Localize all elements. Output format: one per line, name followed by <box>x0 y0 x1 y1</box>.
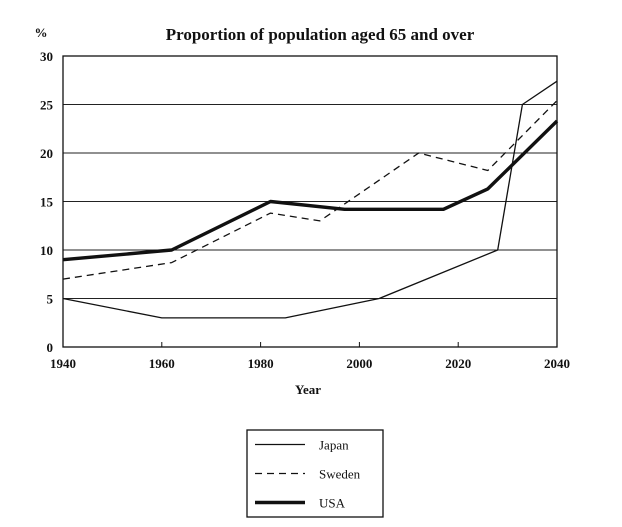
legend-label-sweden: Sweden <box>319 467 361 482</box>
y-tick-label: 25 <box>40 98 54 113</box>
y-tick-label: 20 <box>40 146 53 161</box>
tick-labels: 0 5 10 15 20 25 30 1940 1960 1980 2000 2020 2040 <box>40 49 570 371</box>
y-tick-label: 5 <box>47 292 54 307</box>
legend-label-japan: Japan <box>319 438 349 453</box>
plot-frame <box>62 55 558 348</box>
x-tick-label: 2020 <box>445 356 471 371</box>
y-axis-label: % <box>35 25 48 40</box>
x-axis-label: Year <box>295 382 321 397</box>
series-lines <box>62 80 559 319</box>
x-tick-label: 1940 <box>50 356 76 371</box>
chart-title: Proportion of population aged 65 and ove… <box>166 25 475 44</box>
grid-lines <box>62 104 558 347</box>
y-tick-label: 30 <box>40 49 53 64</box>
legend: Japan Sweden USA <box>246 429 384 518</box>
series-line-sweden <box>62 100 558 280</box>
x-tick-label: 1960 <box>149 356 175 371</box>
y-tick-label: 15 <box>40 195 54 210</box>
x-tick-label: 2000 <box>346 356 372 371</box>
x-tick-label: 1980 <box>248 356 274 371</box>
legend-label-usa: USA <box>319 496 346 511</box>
y-tick-label: 10 <box>40 243 53 258</box>
y-tick-label: 0 <box>47 340 54 355</box>
series-line-japan <box>62 80 558 319</box>
x-tick-label: 2040 <box>544 356 570 371</box>
series-line-usa <box>62 119 559 262</box>
